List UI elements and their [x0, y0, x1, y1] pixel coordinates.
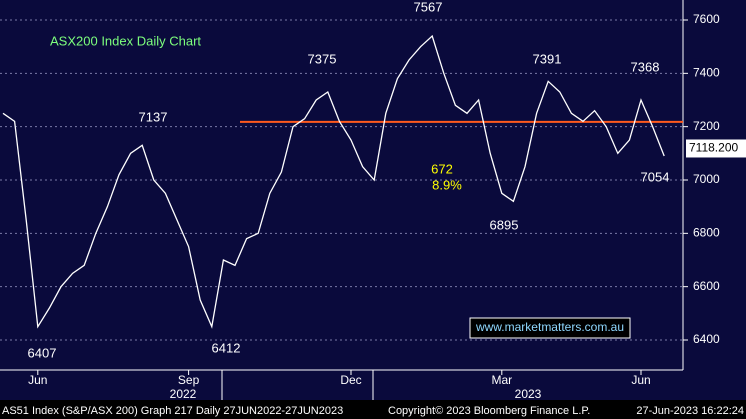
price-line — [2, 34, 665, 329]
y-tick-label: 7000 — [693, 172, 720, 186]
annotation: 7567 — [414, 0, 443, 14]
annotation: 7375 — [308, 51, 337, 66]
annotation: 6895 — [490, 217, 519, 232]
annotation: 6412 — [212, 340, 241, 355]
x-tick-label: Dec — [340, 373, 361, 387]
footer-center: Copyright© 2023 Bloomberg Finance L.P. — [388, 405, 590, 417]
last-price-label: 7118.200 — [689, 141, 738, 155]
y-tick-label: 6400 — [693, 332, 720, 346]
annotation: 6407 — [28, 345, 57, 360]
annotation: 7391 — [533, 51, 562, 66]
footer-bar — [0, 400, 746, 419]
y-tick-label: 7400 — [693, 66, 720, 80]
year-label: 2022 — [170, 387, 197, 401]
watermark: www.marketmatters.com.au — [475, 320, 624, 334]
y-tick-label: 6600 — [693, 279, 720, 293]
annotation: 672 — [431, 161, 453, 176]
footer-right: 27-Jun-2023 16:22:24 — [636, 405, 744, 417]
annotation: 7054 — [641, 169, 670, 184]
year-label: 2023 — [515, 387, 542, 401]
x-tick-label: Sep — [178, 373, 200, 387]
footer-left: AS51 Index (S&P/ASX 200) Graph 217 Daily… — [2, 405, 343, 417]
watermark-box — [469, 317, 631, 339]
annotation: 7137 — [139, 109, 168, 124]
annotation: 7368 — [631, 59, 660, 74]
x-tick-label: Jun — [28, 373, 47, 387]
y-tick-label: 7200 — [693, 119, 720, 133]
annotation: 8.9% — [432, 177, 462, 192]
x-tick-label: Jun — [631, 373, 650, 387]
chart-title: ASX200 Index Daily Chart — [50, 33, 201, 48]
y-tick-label: 7600 — [693, 12, 720, 26]
x-tick-label: Mar — [491, 373, 512, 387]
y-tick-label: 6800 — [693, 226, 720, 240]
last-price-box — [686, 139, 746, 158]
